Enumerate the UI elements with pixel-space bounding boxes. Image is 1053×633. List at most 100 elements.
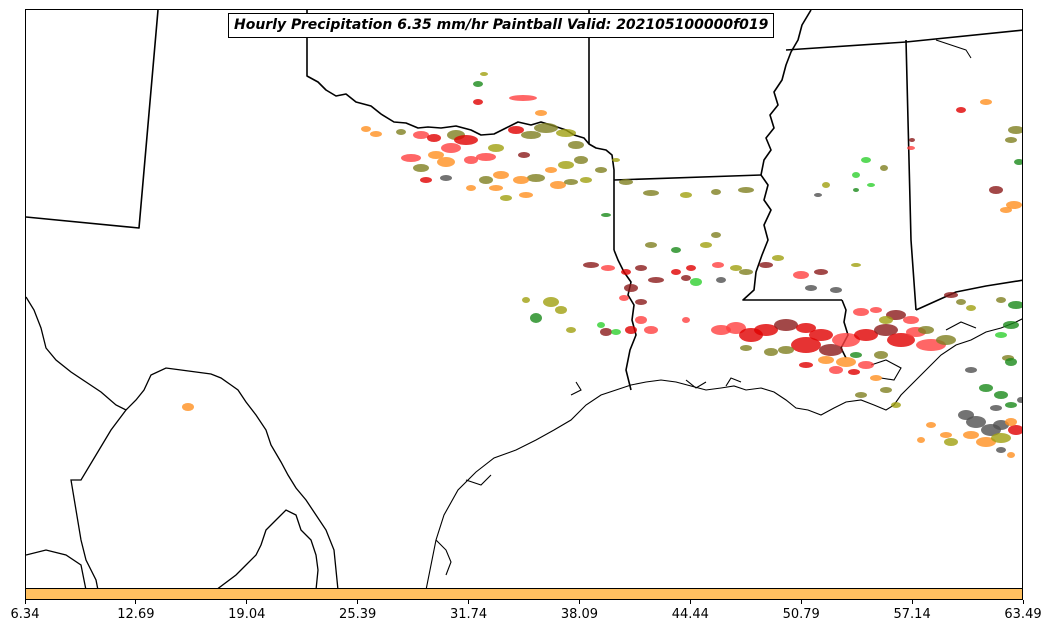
- precip-blob: [880, 387, 892, 393]
- precip-blob: [940, 432, 952, 438]
- precip-paintballs: [182, 72, 1022, 458]
- precip-blob: [1005, 358, 1017, 366]
- precip-blob: [963, 431, 979, 439]
- precip-blob: [979, 384, 993, 392]
- precip-blob: [1005, 137, 1017, 143]
- colorbar-tick-label: 63.49: [1004, 607, 1042, 622]
- precip-blob: [1005, 418, 1017, 426]
- precip-blob: [521, 131, 541, 139]
- precip-blob: [518, 152, 530, 158]
- precip-blob: [1003, 321, 1019, 329]
- precip-blob: [740, 345, 752, 351]
- precip-blob: [635, 316, 647, 324]
- precip-blob: [814, 193, 822, 197]
- precip-blob: [1000, 207, 1012, 213]
- precip-blob: [686, 265, 696, 271]
- precip-blob: [440, 175, 452, 181]
- precip-blob: [473, 81, 483, 87]
- precip-blob: [644, 326, 658, 334]
- precip-blob: [944, 292, 958, 298]
- precip-blob: [830, 287, 842, 293]
- precip-blob: [624, 284, 638, 292]
- precip-blob: [874, 324, 898, 336]
- map-canvas: [26, 10, 1022, 588]
- border-tx-ok: [306, 10, 615, 250]
- precip-blob: [772, 255, 784, 261]
- precip-blob: [711, 325, 731, 335]
- precip-blob: [778, 346, 794, 354]
- precip-blob: [726, 322, 746, 334]
- precip-blob: [966, 305, 976, 311]
- precip-blob: [926, 422, 936, 428]
- precip-blob: [583, 262, 599, 268]
- precip-blob: [814, 269, 828, 275]
- precip-blob: [601, 213, 611, 217]
- colorbar-tick-label: 19.04: [228, 607, 266, 622]
- precip-blob: [1008, 126, 1022, 134]
- precip-blob: [936, 335, 956, 345]
- colorbar-tick-mark: [578, 600, 580, 604]
- precip-blob: [680, 192, 692, 198]
- precip-blob: [1006, 201, 1022, 209]
- precip-blob: [513, 176, 529, 184]
- precip-blob: [488, 144, 504, 152]
- border-ga-al: [935, 39, 972, 59]
- precip-blob: [965, 367, 977, 373]
- colorbar-tick-mark: [357, 600, 359, 604]
- precip-blob: [558, 161, 574, 169]
- precip-blob: [493, 171, 509, 179]
- precip-blob: [996, 447, 1006, 453]
- precip-blob: [428, 151, 444, 159]
- precip-blob: [427, 134, 441, 142]
- precip-blob: [818, 356, 834, 364]
- colorbar-tick-mark: [135, 600, 137, 604]
- colorbar-tick-mark: [911, 600, 913, 604]
- precip-blob: [996, 297, 1006, 303]
- precip-blob: [413, 131, 429, 139]
- precip-blob: [556, 129, 576, 137]
- colorbar-tick-label: 31.74: [449, 607, 488, 622]
- precip-blob: [480, 72, 488, 76]
- precip-blob: [645, 242, 657, 248]
- colorbar: [25, 588, 1023, 600]
- precip-blob: [853, 308, 869, 316]
- precip-blob: [370, 131, 382, 137]
- precip-blob: [690, 278, 702, 286]
- precip-blob: [601, 265, 615, 271]
- precip-blob: [619, 295, 629, 301]
- precip-blob: [1014, 159, 1022, 165]
- state-borders: [26, 10, 1022, 391]
- border-al-fl: [915, 279, 1022, 311]
- precip-blob: [870, 307, 882, 313]
- precip-blob: [612, 158, 620, 162]
- precip-blob: [479, 176, 493, 184]
- border-tx-la: [613, 249, 637, 391]
- precip-blob: [545, 167, 557, 173]
- precip-blob: [401, 154, 421, 162]
- precip-blob: [635, 265, 647, 271]
- precip-blob: [852, 172, 860, 178]
- map-panel: [25, 9, 1023, 589]
- colorbar-tick-mark: [468, 600, 470, 604]
- colorbar-tick-mark: [1022, 600, 1024, 604]
- precip-blob: [473, 99, 483, 105]
- precip-blob: [836, 357, 856, 367]
- precip-blob: [712, 262, 724, 268]
- precip-blob: [413, 164, 429, 172]
- precip-blob: [682, 317, 690, 323]
- border-tn-north: [905, 29, 1022, 43]
- colorbar-tick-mark: [800, 600, 802, 604]
- precip-blob: [489, 185, 503, 191]
- precip-blob: [522, 297, 530, 303]
- precip-blob: [880, 165, 888, 171]
- colorbar-tick-label: 50.79: [782, 607, 820, 622]
- precip-blob: [437, 157, 455, 167]
- precip-blob: [994, 391, 1008, 399]
- precip-blob: [980, 99, 992, 105]
- precip-blob: [555, 306, 567, 314]
- precip-blob: [799, 362, 813, 368]
- colorbar-tick-label: 44.44: [671, 607, 709, 622]
- precip-blob: [796, 323, 816, 333]
- mexico-border: [26, 296, 339, 588]
- precip-blob: [854, 329, 878, 341]
